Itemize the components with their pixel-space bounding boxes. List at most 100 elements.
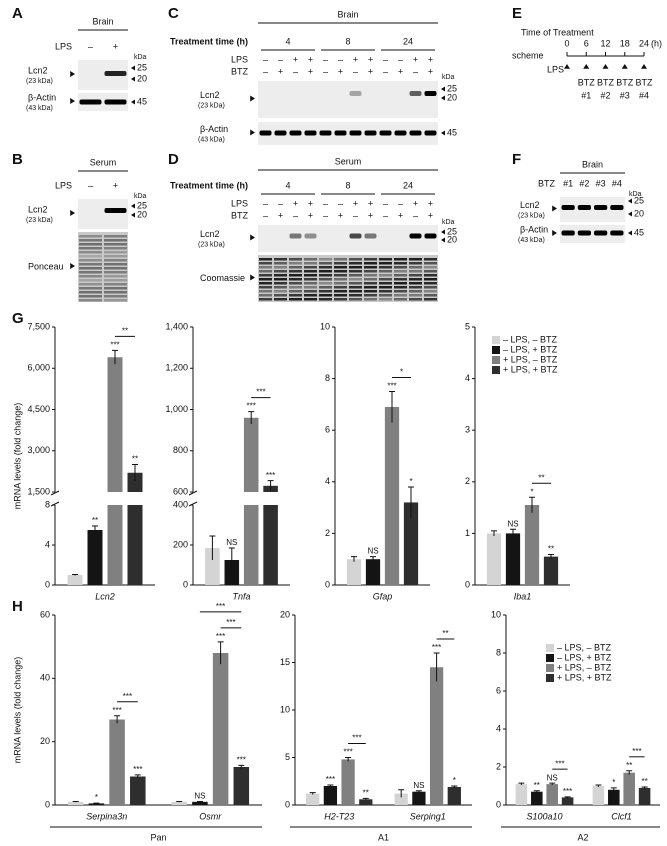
blot-band xyxy=(409,233,422,239)
bar xyxy=(87,530,103,585)
gel-band xyxy=(424,270,437,273)
arrowhead xyxy=(70,71,75,77)
gel-band xyxy=(304,262,317,265)
gel-band xyxy=(334,290,347,293)
bar xyxy=(212,653,229,805)
gel-band xyxy=(349,262,362,265)
lane-sign: – xyxy=(278,54,283,64)
arrowhead xyxy=(131,76,135,82)
error-bar xyxy=(351,556,357,562)
y-tick-label: 20 xyxy=(280,609,290,619)
bracket-label: ** xyxy=(538,473,544,482)
gel-band xyxy=(409,298,422,301)
gel-band xyxy=(104,251,127,254)
bar xyxy=(171,801,187,805)
gel-band xyxy=(394,298,407,301)
arrowhead xyxy=(441,86,445,92)
bar xyxy=(192,801,208,805)
lane-sign: + xyxy=(278,66,283,76)
axis-break xyxy=(50,490,60,496)
blot-band xyxy=(334,130,347,136)
lane-sign: – xyxy=(383,210,388,220)
y-tick-label: 1,200 xyxy=(165,363,188,373)
y-tick-label: 2 xyxy=(325,528,330,538)
bar xyxy=(205,548,220,585)
legend-swatch xyxy=(546,664,554,672)
category-label: S100a10 xyxy=(526,811,562,821)
error-bar xyxy=(176,801,183,803)
gel-band xyxy=(424,258,437,261)
gel-band xyxy=(319,274,332,277)
gel-band xyxy=(259,286,272,289)
bar xyxy=(531,791,543,805)
y-tick-label: 2 xyxy=(496,761,501,771)
marker-size: 20 xyxy=(634,208,644,218)
lane-sign: – xyxy=(323,210,328,220)
significance: *** xyxy=(343,748,352,757)
gel-band xyxy=(289,262,302,265)
gel-band xyxy=(349,266,362,269)
error-bar xyxy=(217,641,224,665)
lane-sign: + xyxy=(113,41,118,51)
marker-size: 20 xyxy=(137,209,147,219)
legend-label: + LPS, – BTZ xyxy=(557,662,612,672)
gel-band xyxy=(394,270,407,273)
arrowhead xyxy=(552,205,557,212)
gel-band xyxy=(394,278,407,281)
error-bar xyxy=(408,486,414,518)
significance: NS xyxy=(367,547,378,556)
bar xyxy=(323,786,338,805)
y-tick-label: 1,000 xyxy=(165,404,188,414)
bar xyxy=(306,793,320,805)
gel-band xyxy=(364,290,377,293)
significance: ** xyxy=(641,777,647,786)
time-value: 8 xyxy=(345,36,350,46)
lane-sign: + xyxy=(293,198,298,208)
bracket-label: *** xyxy=(555,759,564,768)
blot-band xyxy=(349,130,362,136)
dose-number: #4 xyxy=(639,90,649,100)
y-tick-label: 4 xyxy=(325,476,330,486)
gel-band xyxy=(104,283,127,286)
group-label: A1 xyxy=(378,832,389,842)
row-label: LPS xyxy=(231,198,248,208)
arrowhead xyxy=(441,229,445,235)
error-bar xyxy=(114,715,121,724)
error-bar xyxy=(533,790,540,793)
lane-sign: – xyxy=(338,198,343,208)
lane-sign: – xyxy=(263,198,268,208)
protein-size: (23 kDa) xyxy=(518,212,545,219)
lane-sign: – xyxy=(263,210,268,220)
bar xyxy=(429,667,444,805)
y-tick-label: 1,400 xyxy=(165,321,188,331)
dose-drug: BTZ xyxy=(636,77,654,87)
lane-sign: + xyxy=(413,54,418,64)
gel-band xyxy=(104,259,127,262)
bar xyxy=(67,801,84,805)
gel-band xyxy=(364,278,377,281)
y-axis-label: mRNA levels (fold change) xyxy=(12,657,22,764)
gel-band xyxy=(79,247,102,250)
gel-band xyxy=(289,286,302,289)
gel-band xyxy=(409,270,422,273)
lane-sign: + xyxy=(338,66,343,76)
lane-sign: – xyxy=(398,198,403,208)
gel-band xyxy=(394,258,407,261)
tissue-label: Brain xyxy=(582,159,603,169)
row-label: BTZ xyxy=(231,66,249,76)
significance: * xyxy=(612,778,615,787)
blot-band xyxy=(577,230,591,236)
gel-band xyxy=(104,275,127,278)
arrowhead xyxy=(583,64,590,69)
row-label: LPS xyxy=(231,54,248,64)
time-value: 24 xyxy=(639,38,649,48)
protein-name: β-Actin xyxy=(520,224,548,234)
time-value: 12 xyxy=(600,38,610,48)
gel-band xyxy=(104,239,127,242)
gel-band xyxy=(394,290,407,293)
gel-band xyxy=(319,282,332,285)
panel-letter: E xyxy=(512,5,522,22)
blot-band xyxy=(409,91,422,96)
y-tick-label: 4,500 xyxy=(27,404,50,414)
